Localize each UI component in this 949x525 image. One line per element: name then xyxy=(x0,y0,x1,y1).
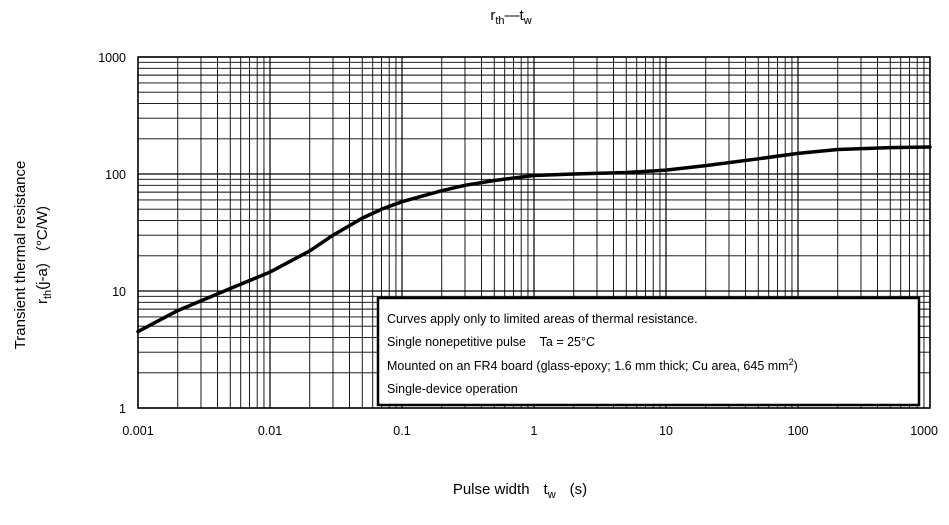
title-symbol-subscript: th xyxy=(495,15,504,27)
y-axis-label: Transient thermal resistance rth(j-a) (°C… xyxy=(12,161,54,350)
y-tick-label: 100 xyxy=(105,168,126,182)
annotation-line-3: Mounted on an FR4 board (glass-epoxy; 1.… xyxy=(387,357,798,373)
title-second-symbol: t xyxy=(520,7,525,24)
annotation-line-1: Curves apply only to limited areas of th… xyxy=(387,312,698,326)
x-tick-label: 1000 xyxy=(910,424,938,438)
y-axis-symbol-subscript: th xyxy=(42,290,54,299)
annotation-line-3-text: Mounted on an FR4 board (glass-epoxy; 1.… xyxy=(387,359,789,373)
y-axis-unit: (°C/W) xyxy=(34,206,51,251)
x-tick-label: 0.01 xyxy=(258,424,282,438)
y-tick-label: 10 xyxy=(112,285,126,299)
plot-frame xyxy=(137,56,931,409)
annotation-frame xyxy=(376,296,921,407)
y-tick-label: 1000 xyxy=(98,51,126,65)
annotation-box: Curves apply only to limited areas of th… xyxy=(376,296,921,407)
x-axis-label-text: Pulse width xyxy=(453,481,530,498)
annotation-line-3-tail: ) xyxy=(794,359,798,373)
tick-labels: 0.001 0.01 0.1 1 10 100 1000 1 10 100 1000 xyxy=(98,51,938,438)
x-tick-label: 10 xyxy=(659,424,673,438)
chart-title: rth—tw xyxy=(490,7,531,27)
annotation-line-4: Single-device operation xyxy=(387,382,518,396)
x-tick-label: 1 xyxy=(531,424,538,438)
y-axis-symbol-rest: (j-a) xyxy=(34,263,51,290)
x-axis-symbol-subscript: w xyxy=(547,489,556,501)
x-tick-label: 0.001 xyxy=(122,424,153,438)
y-axis-label-line1: Transient thermal resistance xyxy=(12,161,29,350)
y-axis-label-line2: rth(j-a) (°C/W) xyxy=(34,206,54,304)
series-line xyxy=(136,145,932,334)
title-symbol: r xyxy=(490,7,495,24)
annotation-superscript: 2 xyxy=(789,357,794,367)
title-separator: — xyxy=(505,7,520,24)
x-axis-label: Pulse width tw (s) xyxy=(453,481,587,501)
x-tick-label: 0.1 xyxy=(393,424,410,438)
annotation-line-2: Single nonepetitive pulse Ta = 25°C xyxy=(387,335,595,349)
y-tick-label: 1 xyxy=(119,402,126,416)
x-tick-label: 100 xyxy=(788,424,809,438)
x-axis-unit: (s) xyxy=(570,481,588,498)
title-second-subscript: w xyxy=(523,15,532,27)
x-axis-symbol: t xyxy=(544,481,549,498)
y-axis-symbol: r xyxy=(34,299,51,304)
